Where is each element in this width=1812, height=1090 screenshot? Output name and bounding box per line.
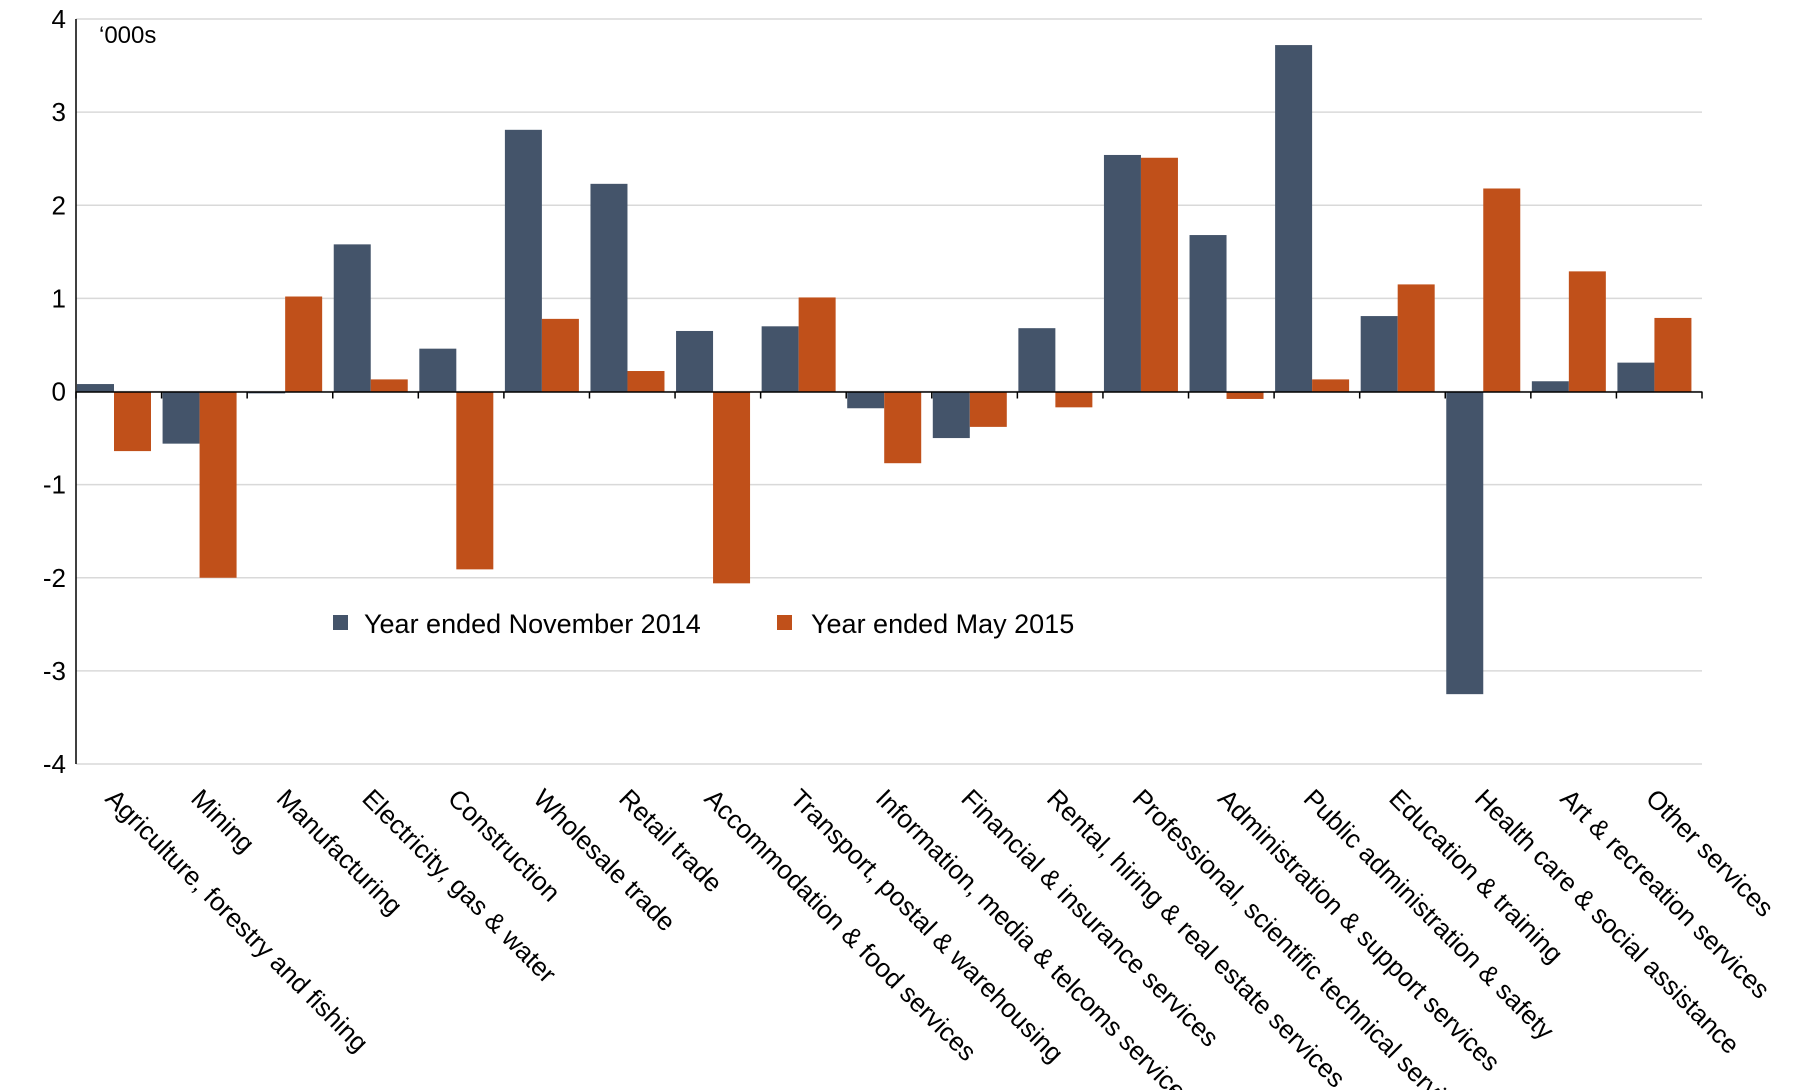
bar-series-2 — [114, 391, 151, 452]
bar-series-1 — [162, 391, 200, 444]
legend-label: Year ended May 2015 — [811, 609, 1074, 639]
bar-series-1 — [1275, 45, 1313, 392]
bar-series-2 — [1140, 157, 1178, 392]
bar-series-1 — [590, 183, 628, 392]
bar-series-1 — [419, 348, 457, 392]
bar-series-2 — [1483, 188, 1521, 392]
y-tick-label: -3 — [43, 656, 66, 686]
bar-series-1 — [676, 330, 714, 392]
y-tick-label: -4 — [43, 749, 66, 779]
bar-series-2 — [1397, 284, 1435, 392]
bar-series-2 — [199, 391, 237, 578]
bars — [77, 45, 1692, 695]
bar-series-1 — [1189, 235, 1227, 392]
bar-series-2 — [713, 391, 751, 584]
bar-series-2 — [285, 296, 323, 392]
unit-label: ‘000s — [99, 22, 156, 49]
bar-series-2 — [627, 371, 665, 392]
y-tick-label: 0 — [52, 377, 66, 407]
bar-series-2 — [1568, 271, 1606, 392]
bar-series-2 — [798, 297, 836, 392]
legend-swatch — [777, 615, 792, 630]
y-tick-label: 4 — [52, 4, 66, 34]
bar-series-1 — [1446, 391, 1484, 695]
bar-series-1 — [1360, 316, 1398, 392]
bar-series-2 — [1654, 317, 1692, 392]
y-tick-label: 1 — [52, 283, 66, 313]
bar-series-1 — [504, 129, 542, 392]
y-tick-labels: 4 3 2 1 0 -1 -2 -3 -4 — [43, 4, 66, 779]
x-tick-label: Mining — [185, 783, 260, 858]
x-tick-marks — [75, 391, 1703, 399]
bar-series-1 — [77, 384, 114, 392]
bar-series-2 — [370, 379, 408, 392]
legend-label: Year ended November 2014 — [364, 609, 701, 639]
bar-series-1 — [1018, 328, 1056, 392]
bar-series-2 — [884, 391, 922, 464]
legend-swatch — [333, 615, 348, 630]
bar-series-2 — [1312, 379, 1350, 392]
bar-series-1 — [1103, 154, 1141, 392]
bar-series-1 — [761, 326, 799, 392]
bar-series-2 — [969, 391, 1007, 427]
bar-series-2 — [541, 318, 579, 392]
bar-series-1 — [333, 244, 371, 392]
bar-series-2 — [1226, 391, 1264, 399]
y-tick-label: -1 — [43, 470, 66, 500]
legend: Year ended November 2014 Year ended May 2… — [333, 609, 1074, 639]
bar-series-1 — [1531, 381, 1569, 392]
bar-series-1 — [847, 391, 885, 409]
y-tick-label: -2 — [43, 563, 66, 593]
y-tick-label: 2 — [52, 190, 66, 220]
y-tick-label: 3 — [52, 97, 66, 127]
bar-series-1 — [932, 391, 970, 439]
bar-series-2 — [1055, 391, 1093, 408]
bar-series-1 — [1617, 362, 1655, 392]
bar-series-2 — [456, 391, 494, 570]
